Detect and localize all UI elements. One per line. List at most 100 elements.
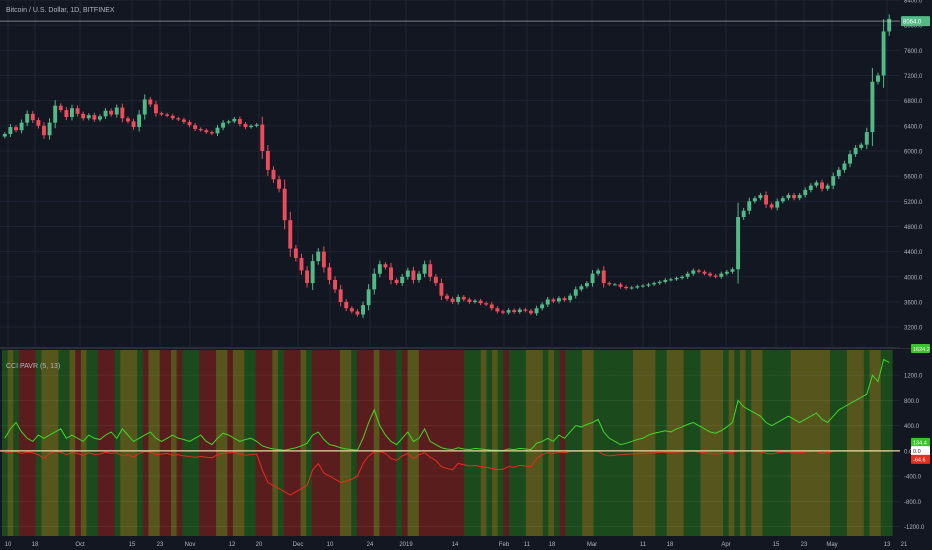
candle[interactable]	[103, 110, 108, 117]
candle[interactable]	[601, 270, 606, 284]
candle[interactable]	[713, 275, 718, 277]
candle[interactable]	[86, 115, 91, 119]
candle[interactable]	[853, 147, 858, 155]
candle[interactable]	[361, 305, 365, 315]
candle[interactable]	[25, 113, 30, 123]
candle[interactable]	[540, 304, 545, 309]
candle[interactable]	[277, 179, 282, 189]
candle[interactable]	[159, 113, 164, 115]
candle[interactable]	[215, 127, 220, 134]
candle[interactable]	[730, 269, 735, 272]
candle[interactable]	[400, 276, 405, 284]
time-axis[interactable]: 10 18 Oct 15 23 Nov 12 20 Dec 10 24 2019 14 Feb 11 18 Ma…	[0, 537, 932, 550]
candle[interactable]	[696, 270, 701, 272]
candle[interactable]	[428, 264, 433, 277]
candle[interactable]	[355, 311, 360, 315]
candle[interactable]	[752, 198, 757, 202]
candle[interactable]	[517, 309, 522, 313]
candle[interactable]	[433, 276, 438, 284]
candle[interactable]	[142, 99, 147, 115]
candle[interactable]	[411, 270, 416, 280]
candle[interactable]	[165, 114, 170, 116]
candle[interactable]	[114, 107, 119, 115]
candle[interactable]	[148, 99, 153, 105]
candle[interactable]	[864, 132, 869, 145]
candle[interactable]	[792, 195, 796, 199]
candle[interactable]	[64, 110, 69, 118]
candle[interactable]	[612, 284, 617, 286]
candle[interactable]	[198, 128, 203, 131]
candle[interactable]	[506, 310, 511, 313]
candle[interactable]	[389, 267, 393, 280]
candle[interactable]	[47, 122, 52, 136]
candle[interactable]	[545, 299, 550, 305]
candle[interactable]	[489, 304, 494, 309]
candle[interactable]	[624, 286, 629, 289]
candle[interactable]	[310, 261, 315, 284]
candle[interactable]	[618, 284, 623, 287]
candle[interactable]	[775, 201, 780, 208]
candle[interactable]	[842, 163, 847, 170]
candle[interactable]	[327, 267, 332, 280]
candle[interactable]	[747, 201, 752, 211]
candle[interactable]	[254, 124, 259, 126]
candle[interactable]	[741, 210, 746, 218]
candle[interactable]	[125, 118, 130, 122]
candle[interactable]	[556, 298, 561, 302]
candle[interactable]	[30, 113, 35, 121]
candle[interactable]	[797, 195, 802, 199]
candle[interactable]	[249, 125, 254, 128]
candle[interactable]	[120, 107, 125, 119]
candle[interactable]	[780, 198, 785, 202]
candle[interactable]	[596, 270, 601, 274]
candle[interactable]	[523, 309, 528, 311]
candle[interactable]	[445, 295, 449, 299]
candle[interactable]	[8, 127, 13, 134]
candle[interactable]	[377, 264, 382, 274]
candle[interactable]	[562, 298, 567, 301]
candle[interactable]	[405, 270, 410, 277]
candle[interactable]	[333, 279, 338, 290]
candle[interactable]	[299, 257, 304, 271]
candle[interactable]	[724, 271, 729, 274]
candle[interactable]	[232, 118, 237, 122]
candle[interactable]	[92, 115, 97, 120]
candle[interactable]	[590, 273, 595, 284]
candle[interactable]	[663, 279, 668, 282]
candle[interactable]	[758, 195, 763, 199]
candle[interactable]	[512, 310, 517, 313]
candle[interactable]	[808, 185, 813, 190]
candle[interactable]	[836, 169, 841, 177]
candle[interactable]	[98, 116, 102, 120]
candle[interactable]	[176, 118, 181, 120]
candle[interactable]	[876, 75, 880, 82]
candle[interactable]	[484, 303, 489, 305]
candle[interactable]	[316, 251, 321, 262]
candle[interactable]	[461, 296, 466, 300]
candle[interactable]	[736, 217, 741, 270]
candle[interactable]	[685, 273, 690, 277]
candle[interactable]	[344, 301, 349, 309]
price-candles[interactable]	[0, 14, 900, 319]
candle[interactable]	[456, 296, 461, 302]
candle[interactable]	[769, 204, 774, 208]
candle[interactable]	[584, 283, 589, 287]
candle[interactable]	[260, 124, 265, 151]
candle[interactable]	[288, 220, 293, 249]
candle[interactable]	[501, 311, 505, 313]
candle[interactable]	[131, 121, 136, 128]
candle[interactable]	[719, 273, 724, 277]
candle[interactable]	[81, 113, 86, 119]
candle[interactable]	[36, 120, 41, 126]
candle[interactable]	[181, 119, 186, 123]
candle[interactable]	[450, 298, 455, 302]
candle[interactable]	[204, 130, 209, 133]
candle[interactable]	[372, 273, 377, 290]
candle[interactable]	[635, 286, 640, 288]
candle[interactable]	[14, 127, 18, 131]
candle[interactable]	[58, 105, 63, 111]
candle[interactable]	[243, 123, 248, 128]
candle[interactable]	[265, 150, 270, 170]
candle[interactable]	[187, 122, 192, 126]
